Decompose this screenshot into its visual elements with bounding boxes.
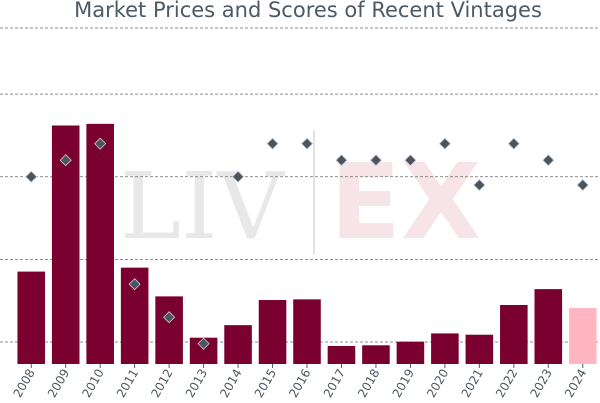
x-tick-label: 2015 [252, 367, 279, 400]
bar-2020 [431, 333, 459, 364]
score-point-2013 [197, 337, 210, 350]
score-point-2023 [542, 154, 555, 167]
livex-watermark: LIV EX [120, 130, 481, 263]
score-point-2008 [25, 170, 38, 183]
x-tick-label: 2008 [10, 367, 37, 400]
score-point-2009 [59, 154, 72, 167]
score-points [25, 137, 589, 350]
score-point-2014 [231, 170, 245, 183]
watermark-liv: LIV [120, 153, 285, 260]
x-tick-label: 2021 [459, 366, 486, 399]
x-tick-label: 2020 [424, 367, 451, 400]
score-point-2016 [300, 137, 314, 150]
x-tick-label: 2017 [321, 367, 348, 400]
bar-2017 [327, 345, 356, 364]
score-point-2018 [369, 154, 383, 167]
score-point-2021 [473, 178, 486, 192]
x-tick-label: 2022 [493, 367, 520, 400]
x-tick-label: 2018 [355, 367, 382, 400]
bar-2015 [258, 300, 287, 364]
bar-2022 [500, 304, 528, 364]
bars [17, 123, 597, 364]
bar-2010 [86, 123, 114, 364]
x-axis-ticks: 2008 2009 2010 2011 2012 2013 2014 2015 2016 2017… [10, 364, 589, 400]
x-tick-label: 2012 [148, 367, 175, 400]
chart-title: Market Prices and Scores of Recent Vinta… [74, 0, 542, 22]
score-point-2020 [438, 137, 451, 150]
bar-2014 [224, 325, 252, 364]
x-tick-label: 2011 [114, 367, 141, 400]
x-tick-label: 2019 [390, 367, 417, 400]
x-tick-label: 2010 [79, 367, 106, 400]
score-point-2022 [507, 137, 520, 150]
x-tick-label: 2016 [286, 367, 313, 400]
score-point-2017 [335, 154, 348, 167]
bar-2012 [155, 296, 183, 364]
bar-2016 [293, 299, 321, 364]
score-point-2015 [266, 137, 279, 150]
x-tick-label: 2013 [183, 367, 210, 400]
bar-2024 [568, 307, 597, 364]
bar-2023 [534, 289, 563, 364]
bar-2019 [396, 341, 425, 364]
score-point-2011 [128, 278, 141, 291]
bar-2018 [362, 345, 390, 364]
bar-2008 [17, 271, 46, 364]
score-point-2024 [576, 178, 589, 192]
bar-2021 [465, 334, 494, 364]
score-point-2012 [163, 311, 176, 324]
x-tick-label: 2023 [527, 367, 554, 400]
x-tick-label: 2009 [45, 367, 72, 400]
score-point-2019 [404, 154, 417, 167]
score-point-2010 [94, 137, 107, 150]
x-tick-label: 2024 [562, 367, 589, 400]
x-tick-label: 2014 [217, 367, 244, 400]
